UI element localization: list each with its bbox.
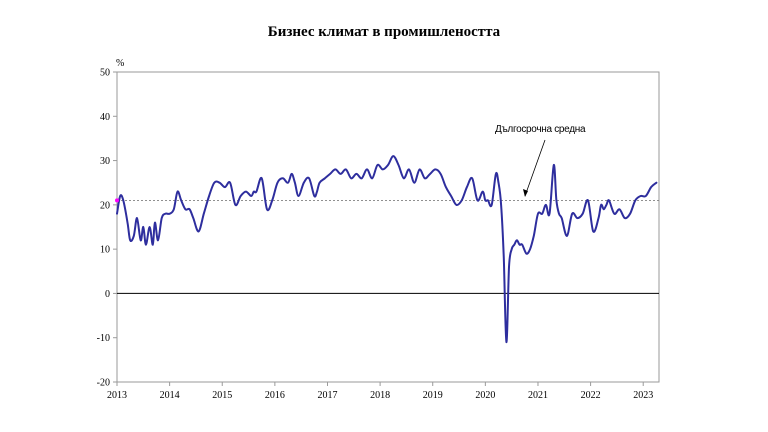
x-tick-label: 2023: [633, 390, 653, 401]
series-line: [116, 155, 658, 344]
x-tick-label: 2018: [370, 390, 390, 401]
y-tick-label: 20: [100, 200, 110, 211]
chart-title: Бизнес климат в промишлеността: [267, 24, 501, 40]
x-tick-label: 2019: [423, 390, 443, 401]
x-tick-label: 2013: [107, 390, 127, 401]
x-tick-label: 2020: [475, 390, 495, 401]
x-axis: 2013 2014 2015 2016 2017 2018 2019 2020 2021 2022…: [107, 382, 653, 401]
average-marker: [115, 198, 119, 203]
annotation-arrowhead: [523, 189, 528, 197]
x-tick-label: 2021: [528, 390, 548, 401]
y-tick-label: -10: [97, 333, 110, 344]
y-tick-label: 10: [100, 245, 110, 256]
y-axis: 50 40 30 20 10 0 -10 -20: [97, 68, 117, 389]
y-tick-label: -20: [97, 378, 110, 389]
long-term-average-label: Дългосрочна средна: [495, 124, 586, 135]
x-tick-label: 2022: [581, 390, 601, 401]
x-tick-label: 2017: [317, 390, 337, 401]
y-tick-label: 0: [105, 289, 110, 300]
x-tick-label: 2014: [160, 390, 180, 401]
x-tick-label: 2016: [265, 390, 285, 401]
x-tick-label: 2015: [212, 390, 232, 401]
y-tick-label: 40: [100, 112, 110, 123]
y-tick-label: 30: [100, 156, 110, 167]
annotation-arrow: [524, 139, 546, 197]
y-axis-unit-label: %: [116, 58, 124, 69]
y-tick-label: 50: [100, 68, 110, 79]
plot-frame: [116, 71, 660, 383]
